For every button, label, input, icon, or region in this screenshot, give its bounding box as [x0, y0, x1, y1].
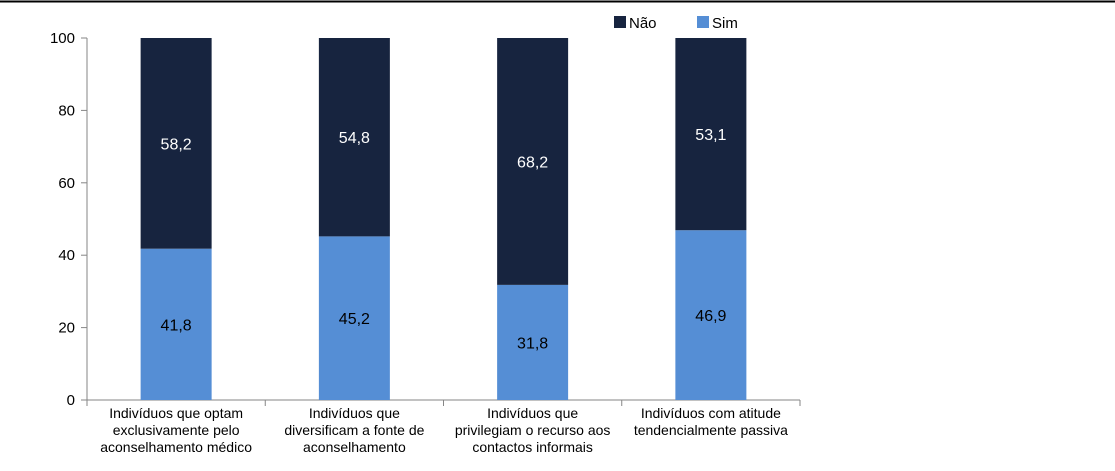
data-label-sim: 46,9 [695, 308, 726, 325]
data-label-sim: 41,8 [161, 317, 192, 334]
legend-label-não: Não [629, 15, 657, 32]
category-label-line: privilegiam o recurso aos [455, 422, 611, 438]
bar-segment-não [497, 38, 569, 285]
data-label-sim: 45,2 [339, 311, 370, 328]
category-label-line: contactos informais [472, 439, 593, 455]
y-tick-label: 40 [58, 247, 75, 264]
bar-segment-sim [318, 236, 390, 400]
category-label-line: Indivíduos que optam [109, 405, 243, 421]
bar-segment-não [140, 38, 212, 249]
data-label-não: 68,2 [517, 154, 548, 171]
data-label-sim: 31,8 [517, 335, 548, 352]
bar-segment-não [318, 38, 390, 237]
bar-segment-sim [497, 284, 569, 400]
bar-segment-não [675, 38, 747, 231]
bar-segment-sim [140, 248, 212, 400]
y-tick-label: 100 [50, 30, 75, 47]
category-label-line: Indivíduos com atitude [641, 405, 781, 421]
category-label: Indivíduos que optam exclusivamente pelo a… [100, 405, 252, 455]
category-label-line: tendencialmente passiva [634, 422, 788, 438]
bars: 41,8 58,2 45,2 54,8 31,8 68,2 46,9 53,1 [140, 38, 747, 400]
category-label-line: diversificam a fonte de [284, 422, 424, 438]
category-labels: Indivíduos que optam exclusivamente pelo a… [100, 405, 788, 455]
y-tick-label: 60 [58, 175, 75, 192]
legend: Não Sim [614, 15, 738, 32]
category-label-line: Indivíduos que [309, 405, 400, 421]
legend-swatch-sim [697, 16, 709, 28]
category-label: Indivíduos com atitude tendencialmente pa… [634, 405, 788, 438]
data-label-não: 53,1 [695, 127, 726, 144]
y-tick-label: 80 [58, 102, 75, 119]
bar-segment-sim [675, 230, 747, 400]
legend-label-sim: Sim [712, 15, 738, 32]
category-label: Indivíduos que diversificam a fonte de aco… [284, 405, 424, 455]
category-label-line: aconselhamento médico [100, 439, 252, 455]
category-label-line: aconselhamento [303, 439, 406, 455]
category-label-line: Indivíduos que [487, 405, 578, 421]
category-label: Indivíduos que privilegiam o recurso aos c… [455, 405, 611, 455]
data-label-não: 54,8 [339, 130, 370, 147]
data-label-não: 58,2 [161, 136, 192, 153]
y-axis: 0 20 40 60 80 100 [50, 30, 88, 409]
category-label-line: exclusivamente pelo [113, 422, 240, 438]
legend-swatch-não [614, 16, 626, 28]
y-tick-label: 0 [67, 392, 75, 409]
y-tick-label: 20 [58, 320, 75, 337]
